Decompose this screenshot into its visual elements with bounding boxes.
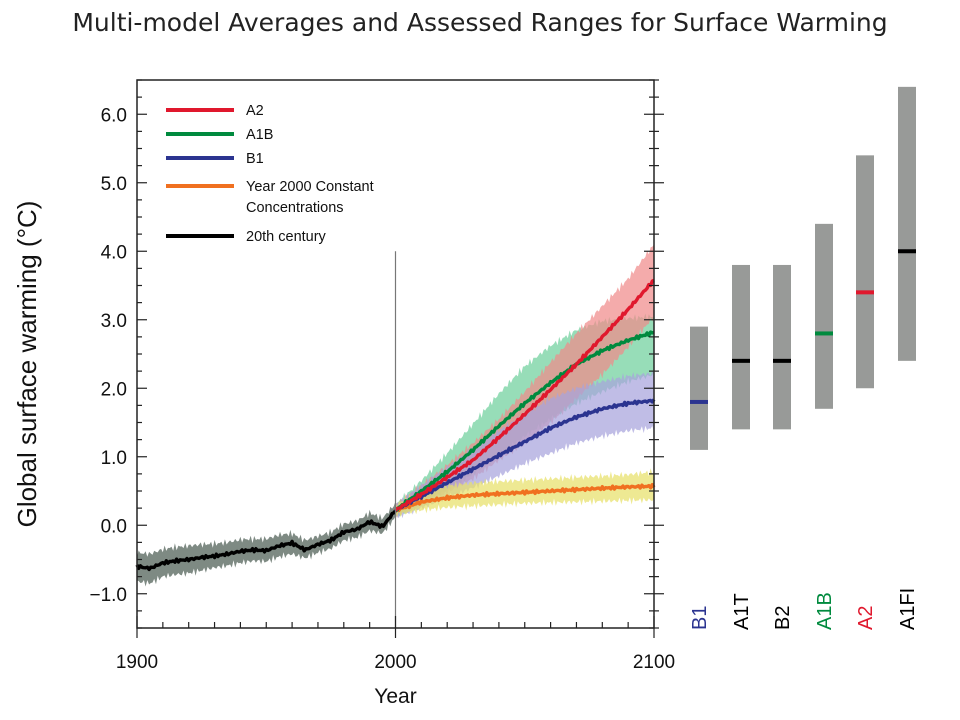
range-best-estimate <box>773 358 791 363</box>
y-tick-label: −1.0 <box>89 585 127 606</box>
legend-label: 20th century <box>246 229 327 245</box>
assessed-ranges: B1 A1T B2 A1B A2 A1FI <box>689 86 919 630</box>
chart-title: Multi-model Averages and Assessed Ranges… <box>72 8 888 37</box>
range-label: B2 <box>772 606 794 630</box>
line-a1b <box>394 330 655 512</box>
range-label: A1B <box>814 592 836 630</box>
y-tick-label: 2.0 <box>101 379 127 400</box>
legend: A2 A1B B1 Year 2000 Constant Concentrations 2… <box>166 103 374 245</box>
line-b1 <box>394 398 656 513</box>
range-best-estimate <box>815 331 833 336</box>
range-bar <box>732 264 750 430</box>
range-best-estimate <box>856 290 874 295</box>
y-tick-label: 4.0 <box>101 242 127 263</box>
range-bar <box>690 326 708 450</box>
line-a2 <box>394 278 655 512</box>
range-best-estimate <box>732 358 750 363</box>
range-bar <box>898 86 916 361</box>
range-label: B1 <box>689 606 711 630</box>
x-tick-label: 1900 <box>116 652 158 673</box>
legend-label: B1 <box>246 151 264 167</box>
y-tick-label: 5.0 <box>101 174 127 195</box>
y-tick-label: 3.0 <box>101 311 127 332</box>
x-tick-label: 2100 <box>633 652 675 673</box>
range-label: A1FI <box>897 588 919 630</box>
range-bar <box>856 155 874 389</box>
series-lines <box>135 278 656 572</box>
line-year-2000-constant-concentrations <box>394 482 656 513</box>
range-best-estimate <box>690 399 708 404</box>
x-tick-label: 2000 <box>374 652 416 673</box>
axis-ticks <box>136 79 664 638</box>
legend-label: Year 2000 Constant Concentrations <box>246 179 374 216</box>
y-tick-label: 6.0 <box>101 105 127 126</box>
legend-label: A1B <box>246 127 273 143</box>
band-20th-century <box>137 501 396 587</box>
y-axis-label: Global surface warming (°C) <box>12 201 42 528</box>
range-bar <box>815 223 833 409</box>
line-20th-century <box>135 509 397 572</box>
band-b1 <box>395 370 654 519</box>
range-label: A2 <box>855 606 877 630</box>
range-bar <box>773 264 791 430</box>
range-label: A1T <box>731 593 753 630</box>
x-axis-label: Year <box>374 685 416 708</box>
y-tick-label: 1.0 <box>101 448 127 469</box>
axis-tick-labels: −1.0 0.0 1.0 2.0 3.0 4.0 5.0 6.0 1900 2000 2100 <box>89 105 675 673</box>
y-tick-label: 0.0 <box>101 516 127 537</box>
range-best-estimate <box>898 249 916 254</box>
legend-label: A2 <box>246 103 264 119</box>
